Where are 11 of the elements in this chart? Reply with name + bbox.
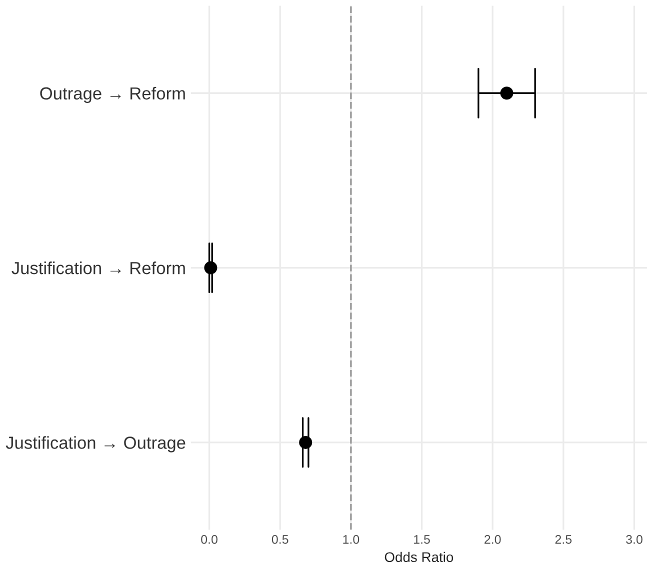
y-tick-label: Justification → Outrage [6, 436, 186, 452]
x-tick-label: 1.5 [414, 535, 430, 544]
x-tick-label: 2.5 [555, 534, 572, 544]
x-tick-label: 0.0 [201, 534, 218, 544]
x-tick-label: 0.5 [272, 534, 288, 544]
y-tick-label: Outrage → Reform [40, 86, 185, 104]
x-tick-label: 2.0 [484, 534, 501, 544]
x-tick-label: 3.0 [626, 534, 642, 544]
x-tick-label: 1.0 [343, 534, 360, 544]
y-tick-label: Justification → Reform [12, 261, 185, 274]
x-axis-title: Odds Ratio [384, 552, 454, 562]
